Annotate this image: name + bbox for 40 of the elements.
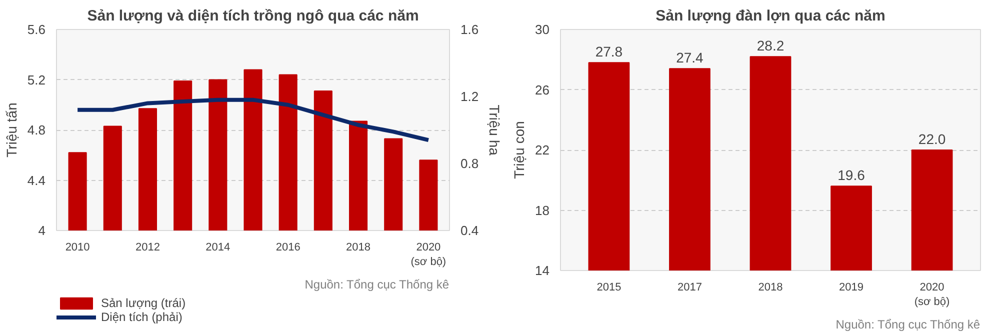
y-tick-label: 30 — [535, 22, 550, 37]
y-tick-label: 22 — [535, 142, 550, 158]
y2-tick-label: 1.6 — [460, 22, 479, 37]
y-tick-label: 4 — [38, 223, 46, 238]
x-tick-label: 2014 — [206, 242, 230, 254]
line-series — [76, 98, 430, 142]
data-label: 22.0 — [918, 131, 946, 147]
y-tick-label: 26 — [535, 82, 550, 98]
x-tick-label: 2016 — [276, 242, 300, 254]
x-tick-label: 2018 — [758, 282, 783, 294]
y2-axis-title: Triệu ha — [486, 104, 503, 156]
chart-title: Sản lượng và diện tích trồng ngô qua các năm — [87, 8, 419, 24]
y-axis-title: Triệu tấn — [3, 102, 20, 158]
x-tick-label: 2010 — [65, 242, 90, 254]
y-axis-title: Triệu con — [511, 121, 528, 179]
y-tick-label: 14 — [535, 263, 550, 278]
data-label: 27.4 — [676, 50, 704, 66]
text: Nguồn: Tổng cục Thống kê — [836, 318, 980, 332]
data-label: 28.2 — [756, 38, 784, 54]
x-tick-label: 2012 — [135, 242, 160, 254]
chart-title: Sản lượng đàn lợn qua các năm — [656, 8, 886, 24]
x-tick-label: 2018 — [346, 242, 371, 254]
x-tick-label: 2015 — [596, 282, 622, 294]
x-tick-label: 2020 (sơ bộ) — [914, 282, 950, 308]
data-label: 19.6 — [838, 167, 866, 184]
x-tick-label: 2017 — [677, 282, 702, 294]
legend-label: Diện tích (phải) — [101, 310, 182, 324]
legend-label: Sản lượng (trái) — [101, 296, 186, 310]
y-tick-label: 5.6 — [27, 22, 46, 37]
y-tick-label: 4.8 — [27, 122, 46, 138]
y2-tick-label: 0.4 — [460, 223, 479, 238]
y-tick-label: 4.4 — [27, 172, 46, 188]
text: Nguồn: Tổng cục Thống kê — [304, 278, 450, 292]
y2-tick-label: 1.2 — [460, 89, 479, 104]
data-label: 27.8 — [595, 44, 623, 60]
y-tick-label: 18 — [535, 202, 550, 218]
y-tick-label: 5.2 — [27, 72, 46, 88]
x-tick-label: 2020 (sơ bộ) — [410, 242, 446, 268]
x-tick-label: 2019 — [839, 282, 864, 294]
y2-tick-label: 0.8 — [460, 156, 479, 171]
